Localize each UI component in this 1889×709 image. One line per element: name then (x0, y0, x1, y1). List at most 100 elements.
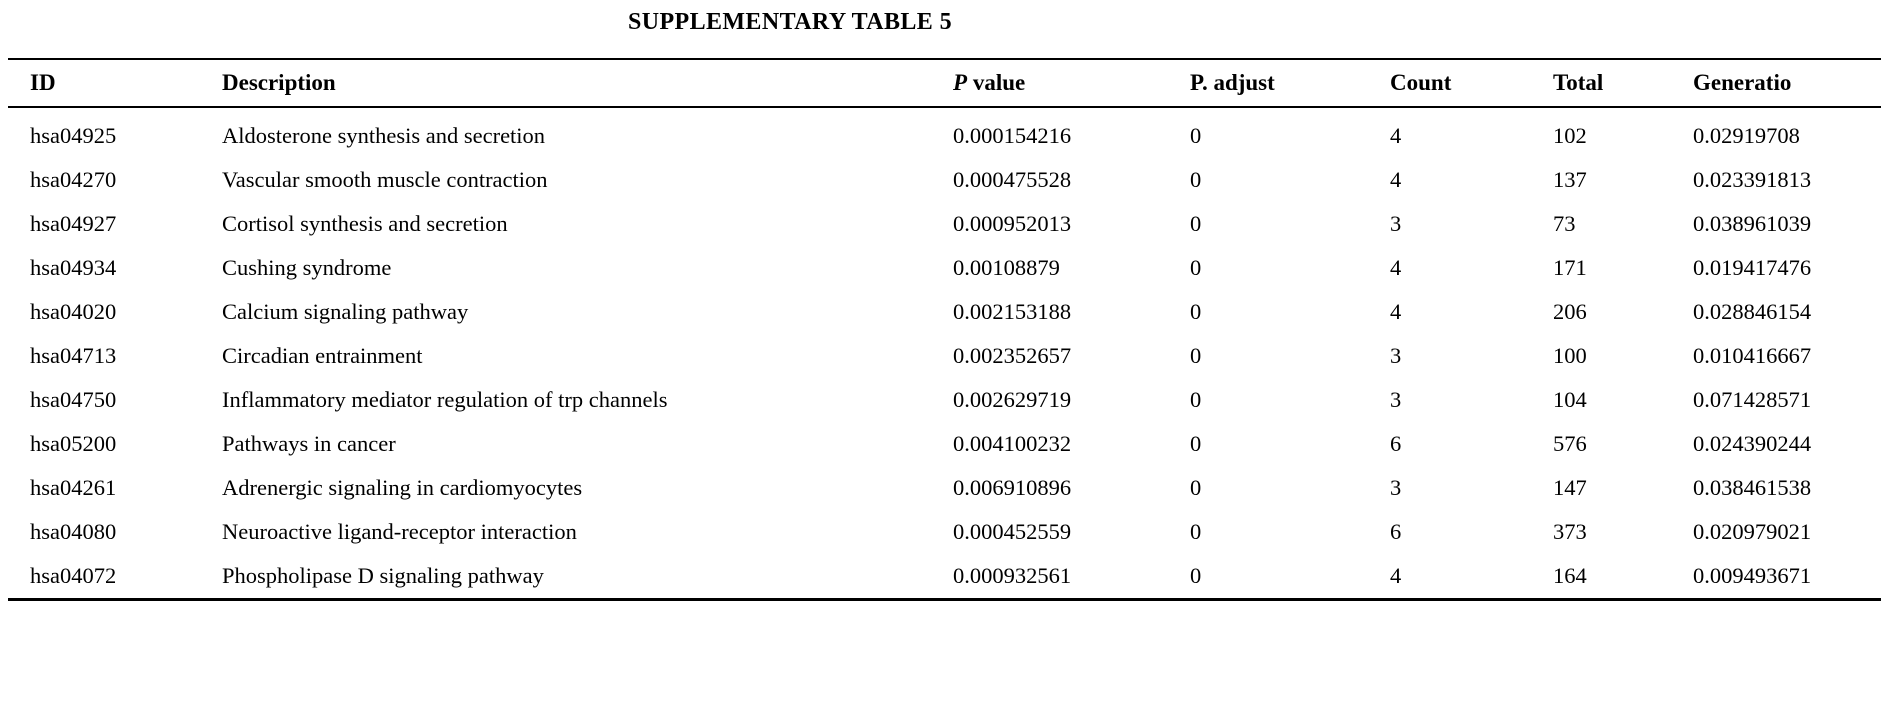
cell-description: Phospholipase D signaling pathway (222, 563, 544, 588)
cell-p_value: 0.000952013 (953, 211, 1072, 236)
cell-description: Vascular smooth muscle contraction (222, 167, 548, 192)
cell-id: hsa04020 (30, 299, 117, 324)
cell-p_adjust: 0 (1190, 431, 1202, 456)
cell-generatio: 0.010416667 (1693, 343, 1812, 368)
cell-count: 6 (1390, 431, 1402, 456)
cell-total: 576 (1553, 431, 1587, 456)
page-title: SUPPLEMENTARY TABLE 5 (627, 9, 953, 35)
table-row: hsa04080 Neuroactive ligand-receptor inte… (8, 510, 1881, 554)
column-header-id: ID (8, 59, 200, 108)
cell-generatio: 0.020979021 (1693, 519, 1812, 544)
cell-p_value: 0.002629719 (953, 387, 1072, 412)
cell-p_adjust: 0 (1190, 343, 1202, 368)
cell-p_adjust: 0 (1190, 387, 1202, 412)
cell-description: Pathways in cancer (222, 431, 396, 456)
cell-p_adjust: 0 (1190, 563, 1202, 588)
cell-description: Circadian entrainment (222, 343, 423, 368)
cell-total: 164 (1553, 563, 1587, 588)
cell-description: Adrenergic signaling in cardiomyocytes (222, 475, 583, 500)
cell-total: 137 (1553, 167, 1587, 192)
cell-count: 4 (1390, 123, 1402, 148)
cell-p_adjust: 0 (1190, 299, 1202, 324)
cell-id: hsa04934 (30, 255, 117, 280)
table-row: hsa04750 Inflammatory mediator regulation… (8, 378, 1881, 422)
cell-p_value: 0.006910896 (953, 475, 1072, 500)
supplementary-table: ID Description P value P. adjust Count Total G… (8, 58, 1881, 601)
cell-p_value: 0.000475528 (953, 167, 1072, 192)
cell-p_value: 0.004100232 (953, 431, 1072, 456)
column-header-description: Description (200, 59, 931, 108)
cell-id: hsa04927 (30, 211, 117, 236)
cell-description: Neuroactive ligand-receptor interaction (222, 519, 577, 544)
cell-id: hsa04925 (30, 123, 117, 148)
cell-id: hsa04261 (30, 475, 117, 500)
cell-id: hsa05200 (30, 431, 117, 456)
table-header-row: ID Description P value P. adjust Count Total G… (8, 59, 1881, 108)
cell-description: Cushing syndrome (222, 255, 392, 280)
table-row: hsa04934 Cushing syndrome 0.00108879 0 4 171 0… (8, 246, 1881, 290)
cell-total: 147 (1553, 475, 1587, 500)
cell-count: 3 (1390, 387, 1402, 412)
title-area: SUPPLEMENTARY TABLE 5 (0, 0, 1580, 36)
cell-description: Inflammatory mediator regulation of trp … (222, 387, 668, 412)
table-row: hsa04925 Aldosterone synthesis and secret… (8, 107, 1881, 158)
cell-p_value: 0.000452559 (953, 519, 1072, 544)
cell-total: 102 (1553, 123, 1587, 148)
cell-p_adjust: 0 (1190, 519, 1202, 544)
cell-total: 373 (1553, 519, 1587, 544)
cell-p_value: 0.002352657 (953, 343, 1072, 368)
cell-total: 206 (1553, 299, 1587, 324)
cell-p_adjust: 0 (1190, 167, 1202, 192)
cell-count: 4 (1390, 299, 1402, 324)
cell-generatio: 0.038961039 (1693, 211, 1812, 236)
cell-p_adjust: 0 (1190, 123, 1202, 148)
cell-generatio: 0.009493671 (1693, 563, 1812, 588)
cell-count: 3 (1390, 475, 1402, 500)
cell-generatio: 0.038461538 (1693, 475, 1812, 500)
cell-generatio: 0.023391813 (1693, 167, 1812, 192)
cell-id: hsa04072 (30, 563, 117, 588)
cell-id: hsa04270 (30, 167, 117, 192)
cell-generatio: 0.024390244 (1693, 431, 1812, 456)
cell-p_value: 0.00108879 (953, 255, 1060, 280)
cell-generatio: 0.028846154 (1693, 299, 1812, 324)
cell-total: 100 (1553, 343, 1587, 368)
table-row: hsa04072 Phospholipase D signaling pathwa… (8, 554, 1881, 600)
cell-description: Cortisol synthesis and secretion (222, 211, 508, 236)
cell-generatio: 0.019417476 (1693, 255, 1812, 280)
column-header-p_value: P value (931, 59, 1168, 108)
cell-total: 104 (1553, 387, 1587, 412)
cell-count: 4 (1390, 255, 1402, 280)
cell-p_value: 0.002153188 (953, 299, 1072, 324)
cell-count: 4 (1390, 563, 1402, 588)
cell-description: Aldosterone synthesis and secretion (222, 123, 546, 148)
table-row: hsa05200 Pathways in cancer 0.004100232 0 6 5… (8, 422, 1881, 466)
cell-total: 73 (1553, 211, 1576, 236)
column-header-p_adjust: P. adjust (1168, 59, 1368, 108)
cell-description: Calcium signaling pathway (222, 299, 469, 324)
table-row: hsa04261 Adrenergic signaling in cardiomy… (8, 466, 1881, 510)
cell-p_value: 0.000932561 (953, 563, 1072, 588)
cell-id: hsa04750 (30, 387, 117, 412)
table-row: hsa04927 Cortisol synthesis and secretion… (8, 202, 1881, 246)
cell-count: 3 (1390, 343, 1402, 368)
column-header-count: Count (1368, 59, 1531, 108)
table-row: hsa04713 Circadian entrainment 0.002352657… (8, 334, 1881, 378)
cell-count: 3 (1390, 211, 1402, 236)
table-row: hsa04020 Calcium signaling pathway 0.00215… (8, 290, 1881, 334)
cell-id: hsa04080 (30, 519, 117, 544)
table-body: hsa04925 Aldosterone synthesis and secret… (8, 107, 1881, 600)
cell-generatio: 0.071428571 (1693, 387, 1812, 412)
cell-p_adjust: 0 (1190, 475, 1202, 500)
cell-p_adjust: 0 (1190, 255, 1202, 280)
table-row: hsa04270 Vascular smooth muscle contracti… (8, 158, 1881, 202)
cell-p_value: 0.000154216 (953, 123, 1072, 148)
column-header-total: Total (1531, 59, 1671, 108)
cell-count: 6 (1390, 519, 1402, 544)
cell-count: 4 (1390, 167, 1402, 192)
cell-p_adjust: 0 (1190, 211, 1202, 236)
cell-total: 171 (1553, 255, 1587, 280)
cell-generatio: 0.02919708 (1693, 123, 1800, 148)
column-header-generatio: Generatio (1671, 59, 1881, 108)
cell-id: hsa04713 (30, 343, 117, 368)
